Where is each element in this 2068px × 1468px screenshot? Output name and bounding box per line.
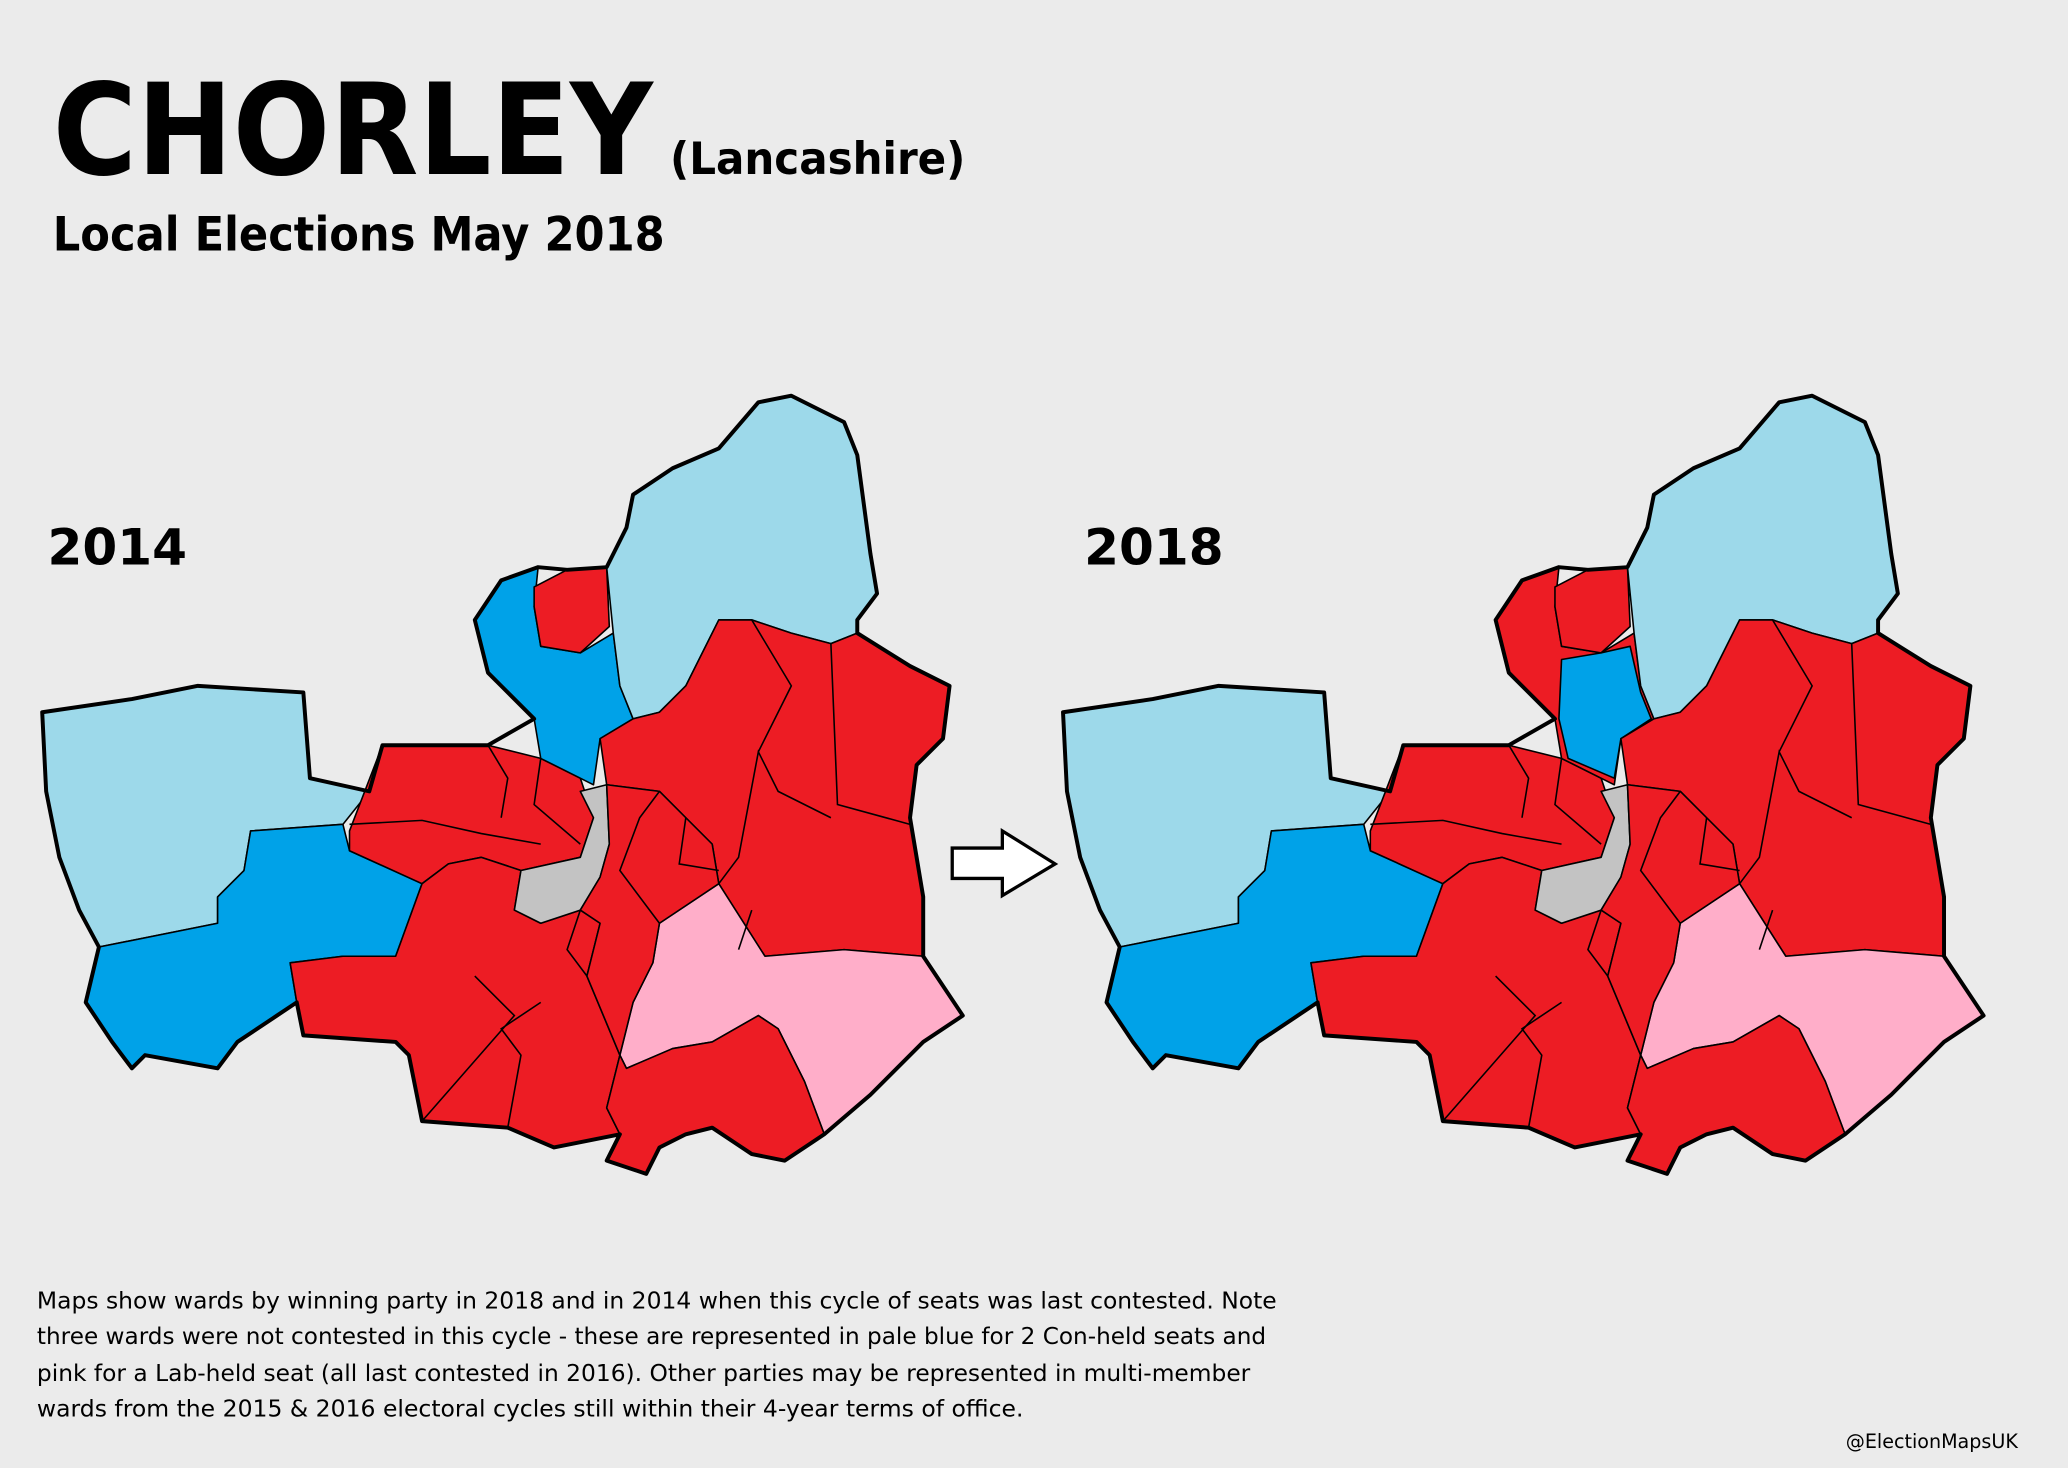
ward-border: [678, 817, 719, 872]
ward-border: [349, 819, 541, 845]
credit: @ElectionMapsUK: [1846, 1430, 2019, 1453]
ward-border: [1699, 817, 1740, 872]
ward-border: [533, 758, 581, 845]
ward-border: [830, 643, 911, 826]
ward-border: [1554, 758, 1602, 845]
ward-border: [487, 744, 509, 818]
subtitle: Local Elections May 2018: [53, 208, 665, 263]
region: (Lancashire): [670, 132, 965, 185]
ward-border: [751, 619, 793, 753]
ward-border: [1508, 744, 1530, 818]
ward-border: [1639, 790, 1681, 924]
arrow: [950, 827, 1059, 899]
ward-border: [1771, 619, 1814, 753]
ward-border: [1370, 819, 1562, 845]
district-outline: [40, 393, 965, 1176]
ward-border: [421, 975, 516, 1122]
ward-border: [737, 909, 753, 950]
ward-border: [500, 1001, 542, 1128]
map-2014: [40, 393, 965, 1176]
note-line: wards from the 2015 & 2016 electoral cyc…: [37, 1397, 1024, 1423]
ward-border: [1587, 909, 1609, 977]
ward-border: [1850, 643, 1932, 826]
ward-border: [1758, 909, 1774, 950]
ward-border: [618, 790, 661, 924]
note-line: pink for a Lab-held seat (all last conte…: [37, 1361, 1251, 1387]
map-2018: [1061, 393, 1986, 1176]
ward-border: [566, 909, 588, 977]
map-label: 2014: [47, 518, 186, 577]
map-label: 2018: [1084, 518, 1223, 577]
district-outline: [1061, 393, 1986, 1176]
ward-border: [1520, 1001, 1562, 1128]
title: CHORLEY: [53, 56, 654, 204]
note-line: Maps show wards by winning party in 2018…: [37, 1288, 1277, 1314]
note-line: three wards were not contested in this c…: [37, 1324, 1266, 1350]
ward-border: [1442, 975, 1537, 1122]
